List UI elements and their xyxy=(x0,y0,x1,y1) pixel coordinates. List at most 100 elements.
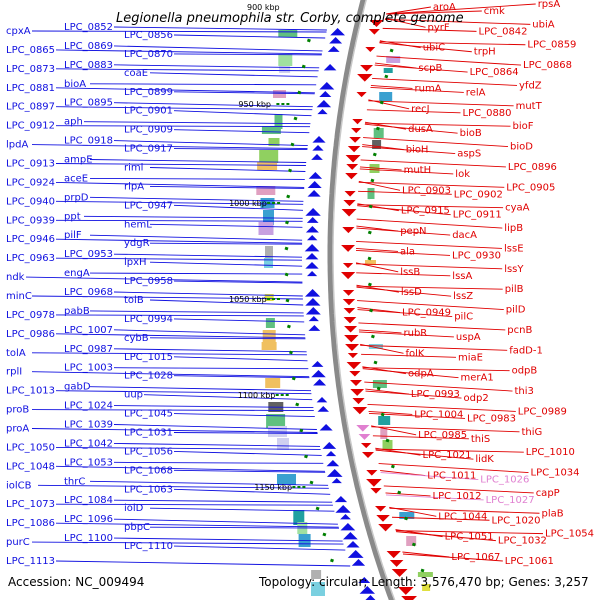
gene-label-reverse: LPC_0869 xyxy=(64,41,113,52)
forward-gene-arrow xyxy=(343,200,356,207)
gene-label-forward: lok xyxy=(455,169,470,180)
gene-label-forward: pilD xyxy=(506,305,526,316)
leader-line xyxy=(149,337,306,340)
leader-line xyxy=(149,526,340,529)
reverse-gene-arrow xyxy=(331,478,342,484)
leader-line xyxy=(395,530,544,535)
reverse-gene-arrow xyxy=(306,217,319,223)
forward-gene-arrow xyxy=(349,371,361,377)
leader-line xyxy=(55,125,311,128)
forward-gene-arrow xyxy=(344,191,356,197)
forward-gene-arrow xyxy=(366,470,378,476)
feature-block xyxy=(259,150,279,163)
gene-label-forward: mutT xyxy=(516,101,543,112)
leader-line xyxy=(89,272,303,275)
gene-label-reverse: iolCB xyxy=(6,480,32,491)
leader-line xyxy=(55,219,303,222)
leader-line xyxy=(31,352,307,356)
leader-line xyxy=(55,503,333,506)
gene-label-reverse: LPC_0958 xyxy=(124,276,173,287)
gene-label-reverse: thrC xyxy=(64,476,85,487)
leader-line xyxy=(358,190,452,195)
forward-gene-arrow xyxy=(341,272,356,280)
feature-block xyxy=(257,162,278,170)
feature-block xyxy=(406,536,417,546)
leader-line xyxy=(355,247,399,252)
gene-label-forward: recJ xyxy=(411,104,430,115)
feature-block xyxy=(372,140,382,149)
gene-label-reverse: LPC_1096 xyxy=(64,514,113,525)
leader-line xyxy=(55,87,315,94)
gene-label-forward: bioD xyxy=(510,142,533,153)
leader-line xyxy=(365,388,409,395)
gene-label-reverse: iolD xyxy=(124,503,144,514)
reverse-gene-arrow xyxy=(307,235,318,241)
feature-block xyxy=(379,92,393,101)
leader-line xyxy=(149,185,305,189)
leader-line xyxy=(55,68,319,72)
leader-line xyxy=(370,85,413,89)
gene-label-reverse: LPC_1073 xyxy=(6,499,55,510)
tick-marker xyxy=(309,480,314,485)
gene-label-forward: cmk xyxy=(484,6,505,17)
leader-line xyxy=(143,394,313,401)
gene-label-reverse: LPC_0870 xyxy=(124,49,173,60)
gene-label-forward: dacA xyxy=(452,230,477,241)
leader-line xyxy=(83,121,311,125)
gene-label-reverse: lpdA xyxy=(6,140,28,151)
leader-line xyxy=(379,41,526,46)
feature-block xyxy=(277,474,296,485)
forward-gene-arrow xyxy=(375,506,387,512)
gene-label-forward: LPC_0983 xyxy=(467,413,516,424)
gene-label-reverse: LPC_1053 xyxy=(64,457,113,468)
gene-label-forward: LPC_0949 xyxy=(402,308,451,319)
gene-label-reverse: LPC_1013 xyxy=(6,386,55,397)
scale-ticks-layer: 950 kbp 1000 kbp 1050 kbp 1100 kbp 1150 kbp xyxy=(229,38,425,573)
leader-line xyxy=(149,261,303,267)
gene-label-reverse: LPC_1039 xyxy=(64,420,113,431)
gene-label-reverse: cpxA xyxy=(6,26,31,37)
feature-block xyxy=(273,90,286,98)
tick-marker xyxy=(288,168,292,173)
scale-tick-label: 950 kbp xyxy=(238,100,271,109)
gene-label-forward: odp2 xyxy=(464,393,489,404)
forward-gene-arrow xyxy=(357,74,373,82)
tick-marker xyxy=(375,126,380,131)
leader-line xyxy=(55,314,304,317)
gene-label-reverse: lpxH xyxy=(124,257,147,268)
feature-block xyxy=(417,572,433,577)
gene-label-reverse: LPC_1050 xyxy=(6,442,55,453)
reverse-gene-arrow xyxy=(308,316,319,322)
leader-line xyxy=(356,240,503,249)
leader-line xyxy=(366,109,461,114)
gene-label-forward: LPC_0989 xyxy=(518,406,567,417)
forward-gene-arrow xyxy=(349,137,361,143)
leader-line xyxy=(382,27,477,32)
reverse-gene-arrow xyxy=(316,397,328,403)
forward-gene-arrow xyxy=(361,443,372,449)
gene-label-reverse: LPC_0897 xyxy=(6,102,55,113)
gene-label-forward: merA1 xyxy=(461,373,494,384)
gene-label-forward: aroA xyxy=(433,2,456,13)
gene-label-reverse: LPC_0953 xyxy=(64,249,113,260)
tick-marker xyxy=(404,516,409,521)
feature-block xyxy=(278,30,298,37)
reverse-gene-arrow xyxy=(317,109,328,115)
leader-line xyxy=(113,518,338,525)
gene-label-reverse: LPC_0912 xyxy=(6,121,55,132)
tick-marker xyxy=(389,48,394,53)
feature-block xyxy=(268,138,280,146)
feature-block xyxy=(265,246,273,261)
leader-line xyxy=(173,432,318,434)
map-title: Legionella pneumophila str. Corby, compl… xyxy=(116,11,464,26)
leader-line xyxy=(357,300,504,311)
leader-line xyxy=(55,49,322,55)
gene-label-forward: LPC_1010 xyxy=(526,447,575,458)
reverse-gene-arrow xyxy=(319,91,332,97)
leader-line xyxy=(173,545,346,551)
leader-line xyxy=(89,480,329,486)
gene-label-reverse: rlpA xyxy=(124,181,144,192)
forward-gene-arrow xyxy=(386,551,401,559)
leader-line xyxy=(375,62,417,69)
gene-label-reverse: LPC_1048 xyxy=(6,461,55,472)
